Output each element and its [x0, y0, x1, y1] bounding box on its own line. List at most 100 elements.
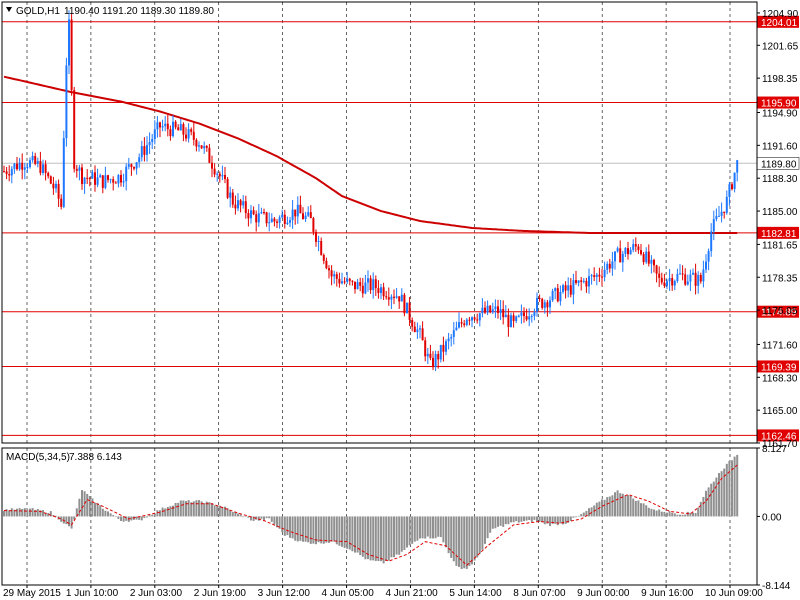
- candle-body: [276, 221, 278, 223]
- macd-bar: [634, 501, 637, 517]
- macd-bar: [608, 496, 611, 517]
- macd-bar: [263, 516, 265, 521]
- candle-body: [294, 209, 297, 217]
- macd-bar: [569, 516, 572, 521]
- candle-body: [450, 336, 453, 339]
- macd-bar: [166, 507, 169, 517]
- macd-bar: [582, 512, 585, 517]
- macd-bar: [322, 516, 325, 544]
- time-tick-label: 29 May 2015: [3, 588, 61, 599]
- macd-bar: [291, 516, 294, 539]
- candle-body: [541, 298, 544, 308]
- candle-body: [200, 145, 203, 149]
- candle-body: [172, 121, 174, 137]
- candle-body: [257, 213, 260, 223]
- candle-body: [520, 312, 523, 316]
- macd-bar: [96, 503, 99, 517]
- candle-body: [481, 307, 484, 314]
- candle-body: [348, 278, 351, 281]
- candle-body: [681, 273, 684, 275]
- macd-bar: [286, 516, 289, 536]
- macd-bar: [359, 516, 362, 556]
- candle-body: [569, 285, 572, 295]
- candle-body: [244, 201, 247, 214]
- candle-body: [68, 19, 70, 66]
- macd-bar: [250, 516, 252, 521]
- candle-body: [127, 164, 130, 167]
- candle-body: [673, 280, 676, 286]
- candle-body: [242, 201, 245, 206]
- candle-body: [34, 156, 37, 164]
- candle-body: [437, 353, 440, 360]
- price-tick-label: 1181.65: [762, 240, 798, 251]
- macd-bar: [517, 516, 520, 523]
- candle-body: [122, 181, 125, 183]
- candlesticks: [3, 10, 739, 372]
- macd-bar: [621, 493, 624, 517]
- candle-body: [497, 306, 499, 313]
- candle-body: [369, 278, 372, 291]
- candle-body: [458, 322, 460, 328]
- macd-bar: [580, 514, 583, 517]
- macd-bar: [307, 516, 310, 543]
- price-tick-label: 1185.00: [762, 207, 798, 218]
- macd-bar: [68, 516, 70, 527]
- candle-body: [666, 281, 668, 286]
- candle-body: [62, 138, 65, 207]
- candle-body: [640, 250, 642, 255]
- candle-body: [533, 311, 536, 317]
- macd-bar: [208, 502, 211, 517]
- macd-bar: [471, 516, 473, 565]
- macd-bar: [325, 516, 328, 543]
- candle-body: [234, 204, 237, 209]
- candle-body: [299, 204, 302, 214]
- macd-bar: [564, 516, 567, 524]
- macd-bar: [603, 499, 606, 517]
- macd-bar: [481, 516, 484, 550]
- macd-bar: [356, 516, 359, 553]
- axis-labels: 1204.90 1201.65 1198.35 1194.90 1191.60 1188.…: [3, 9, 799, 599]
- macd-bar: [237, 513, 239, 517]
- macd-bar: [304, 516, 307, 542]
- candle-body: [16, 163, 18, 170]
- macd-bar: [588, 508, 590, 517]
- macd-bar: [70, 516, 73, 529]
- time-tick-label: 8 Jun 07:00: [513, 588, 566, 599]
- macd-bar: [229, 509, 232, 517]
- candle-body: [595, 274, 598, 277]
- candle-body: [81, 167, 83, 185]
- chevron-down-icon[interactable]: [6, 7, 12, 12]
- candle-body: [380, 287, 382, 293]
- candle-body: [408, 302, 411, 320]
- macd-bar: [107, 511, 109, 517]
- macd-bar: [16, 508, 18, 517]
- macd-bar: [151, 514, 154, 517]
- candle-body: [517, 315, 520, 317]
- candle-body: [140, 146, 143, 158]
- candle-body: [372, 279, 375, 291]
- candle-body: [273, 218, 276, 222]
- candle-body: [216, 173, 219, 175]
- macd-label: MACD(5,34,5): [6, 452, 70, 463]
- macd-bar: [476, 516, 479, 558]
- macd-bar: [468, 516, 471, 566]
- candle-body: [536, 297, 538, 312]
- candle-body: [580, 280, 583, 282]
- candle-body: [203, 146, 206, 149]
- macd-bar: [421, 516, 424, 539]
- candle-body: [575, 280, 577, 283]
- candle-body: [47, 172, 50, 177]
- macd-bar: [341, 516, 343, 547]
- candle-body: [473, 317, 476, 320]
- candle-body: [395, 296, 398, 298]
- candle-body: [190, 129, 193, 132]
- price-tick-label: 1175.05: [762, 306, 798, 317]
- candle-body: [364, 282, 367, 294]
- macd-bar: [400, 516, 403, 552]
- candle-body: [494, 306, 497, 310]
- macd-bar: [432, 516, 434, 539]
- macd-bar: [49, 511, 52, 517]
- macd-bar: [731, 460, 733, 517]
- macd-bar: [23, 508, 26, 517]
- macd-bar: [658, 509, 661, 517]
